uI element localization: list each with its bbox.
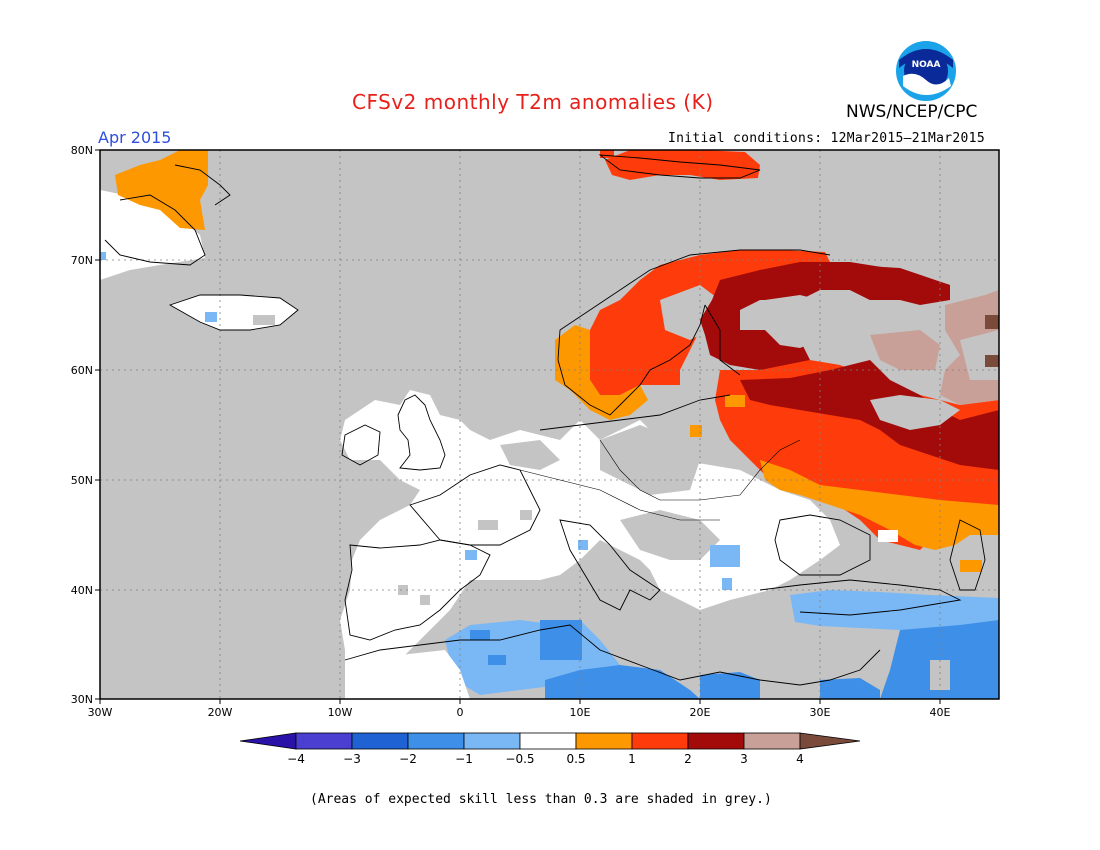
coastlines — [104, 154, 986, 686]
russia-darkred — [740, 360, 999, 470]
lon-label: 40E — [930, 706, 951, 719]
svalbard-red — [605, 150, 760, 180]
colorbar — [239, 732, 861, 750]
colorbar-segment — [743, 732, 801, 750]
colorbar-tick-label: 3 — [740, 752, 748, 766]
gridlines — [100, 150, 999, 699]
colorbar-segment — [295, 732, 353, 750]
colorbar-tick-label: 1 — [628, 752, 636, 766]
colorbar-segment — [575, 732, 633, 750]
lat-label: 60N — [71, 364, 93, 377]
lat-label: 80N — [71, 144, 93, 157]
colorbar-high-arrow — [799, 732, 861, 750]
noaa-logo-text: NOAA — [912, 60, 941, 70]
colorbar-segment — [519, 732, 577, 750]
lat-label: 30N — [71, 693, 93, 706]
lon-label: 10E — [570, 706, 591, 719]
forecast-month: Apr 2015 — [98, 128, 172, 147]
middle-east-blue — [880, 620, 999, 699]
colorbar-tick-label: −1 — [455, 752, 473, 766]
russia-orange — [760, 460, 999, 550]
colorbar-segment — [351, 732, 409, 750]
noaa-logo: NOAA — [896, 41, 956, 101]
colorbar-segment — [463, 732, 521, 750]
initial-conditions: Initial conditions: 12Mar2015–21Mar2015 — [668, 131, 985, 146]
colorbar-tick-label: −0.5 — [505, 752, 534, 766]
west-europe-white — [340, 390, 840, 695]
scandinavia-orange — [555, 325, 648, 420]
lon-label: 30W — [88, 706, 113, 719]
footnote: (Areas of expected skill less than 0.3 a… — [310, 792, 772, 807]
organization-label: NWS/NCEP/CPC — [846, 102, 978, 122]
colorbar-segment — [407, 732, 465, 750]
colorbar-tick-label: −3 — [343, 752, 361, 766]
colorbar-tick-label: −2 — [399, 752, 417, 766]
north-africa-blue — [545, 665, 700, 699]
colorbar-tick-label: 4 — [796, 752, 804, 766]
colorbar-segment — [687, 732, 745, 750]
colorbar-tick-label: 2 — [684, 752, 692, 766]
lon-label: 0 — [457, 706, 464, 719]
lon-label: 30E — [810, 706, 831, 719]
anomaly-field — [100, 150, 999, 699]
chart-title: CFSv2 monthly T2m anomalies (K) — [352, 90, 714, 114]
lat-label: 50N — [71, 474, 93, 487]
lat-label: 70N — [71, 254, 93, 267]
map-frame — [99, 149, 1000, 700]
turkey-lightblue — [790, 590, 999, 630]
lon-label: 20E — [690, 706, 711, 719]
colorbar-segment — [631, 732, 689, 750]
colorbar-low-arrow — [239, 732, 297, 750]
greenland-orange — [115, 150, 208, 230]
colorbar-tick-label: −4 — [287, 752, 305, 766]
lat-label: 40N — [71, 584, 93, 597]
greenland-white — [100, 190, 205, 280]
colorbar-tick-label: 0.5 — [566, 752, 585, 766]
lon-label: 10W — [328, 706, 353, 719]
lon-label: 20W — [208, 706, 233, 719]
